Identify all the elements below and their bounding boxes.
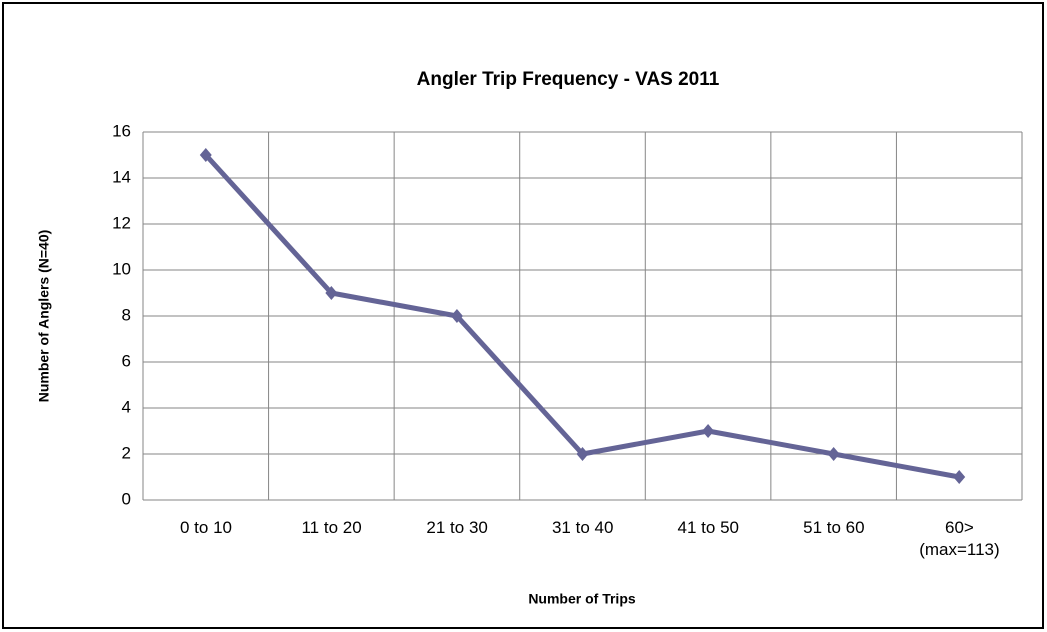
x-tick-label: 0 to 10 (180, 518, 232, 537)
data-point (827, 447, 840, 461)
y-axis-title: Number of Anglers (N=40) (36, 230, 52, 403)
data-point (450, 309, 463, 323)
data-point (702, 424, 715, 438)
y-tick-label: 12 (112, 213, 131, 232)
data-point (199, 148, 212, 162)
y-tick-label: 14 (112, 167, 131, 186)
x-tick-label: 41 to 50 (677, 518, 739, 537)
x-tick-label: 51 to 60 (803, 518, 865, 537)
data-point (576, 447, 589, 461)
y-tick-label: 4 (122, 397, 131, 416)
x-tick-label: 11 to 20 (301, 518, 362, 537)
y-tick-label: 6 (122, 351, 131, 370)
x-tick-label: 60> (max=113) (919, 518, 1000, 559)
y-tick-label: 16 (112, 121, 131, 140)
y-tick-label: 0 (122, 489, 131, 508)
chart-title: Angler Trip Frequency - VAS 2011 (417, 69, 720, 90)
y-tick-label: 8 (122, 305, 131, 324)
x-tick-label: 21 to 30 (426, 518, 488, 537)
x-tick-label: 31 to 40 (551, 518, 614, 537)
data-point (325, 286, 338, 300)
data-point (953, 470, 966, 484)
y-tick-label: 2 (122, 443, 131, 462)
y-tick-label: 10 (112, 259, 131, 278)
x-axis-title: Number of Trips (528, 591, 636, 607)
